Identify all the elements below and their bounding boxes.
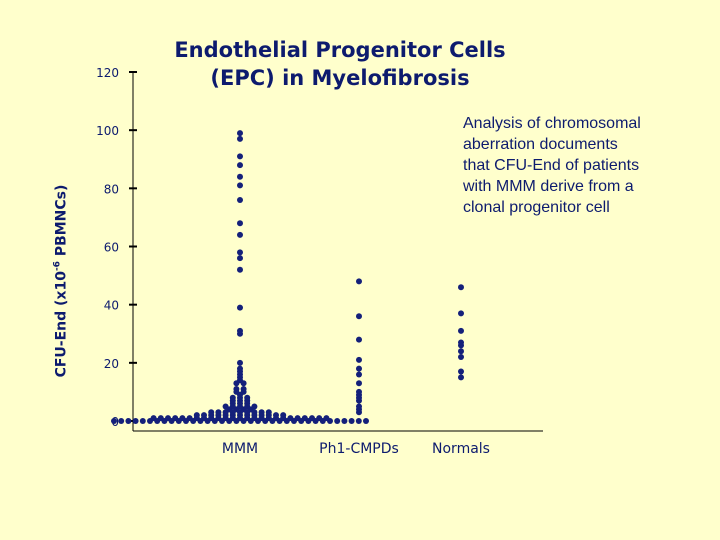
data-point bbox=[356, 336, 362, 343]
data-point bbox=[280, 412, 287, 419]
data-point bbox=[237, 162, 243, 169]
data-point bbox=[458, 368, 464, 375]
data-point bbox=[179, 415, 186, 422]
data-point bbox=[356, 380, 362, 387]
data-point bbox=[265, 409, 272, 416]
data-point bbox=[237, 231, 243, 238]
data-point bbox=[244, 394, 251, 401]
data-point bbox=[334, 418, 341, 424]
data-point bbox=[309, 415, 315, 422]
data-point bbox=[237, 365, 243, 372]
data-point bbox=[132, 418, 139, 424]
data-point bbox=[363, 418, 369, 424]
data-point bbox=[251, 403, 258, 410]
data-point bbox=[237, 182, 243, 189]
y-tick-label: 40 bbox=[104, 299, 119, 313]
data-point bbox=[323, 415, 330, 422]
data-point bbox=[458, 339, 464, 346]
data-point bbox=[208, 409, 215, 416]
data-point bbox=[237, 196, 243, 203]
data-point bbox=[287, 415, 294, 422]
chart-title-line-1: Endothelial Progenitor Cells bbox=[174, 38, 506, 62]
data-point bbox=[237, 153, 243, 160]
data-point bbox=[237, 359, 243, 366]
y-tick-label: 120 bbox=[96, 66, 119, 80]
data-point bbox=[458, 310, 464, 317]
data-point bbox=[356, 403, 362, 410]
data-point bbox=[165, 415, 171, 422]
data-point bbox=[237, 327, 243, 334]
data-point bbox=[356, 365, 362, 372]
y-tick-label: 60 bbox=[104, 241, 119, 255]
data-point bbox=[150, 415, 157, 422]
data-point bbox=[193, 412, 200, 419]
x-category-label: MMM bbox=[222, 441, 258, 457]
data-point bbox=[316, 415, 323, 422]
x-category-label: Ph1-CMPDs bbox=[319, 441, 399, 457]
data-point bbox=[172, 415, 179, 422]
data-point bbox=[237, 130, 243, 137]
data-point bbox=[229, 394, 236, 401]
data-point bbox=[237, 249, 243, 256]
annotation-line: with MMM derive from a bbox=[463, 178, 634, 195]
data-point bbox=[233, 386, 240, 393]
annotation-line: Analysis of chromosomal bbox=[463, 115, 641, 132]
data-point bbox=[273, 412, 279, 419]
annotation-line: clonal progenitor cell bbox=[463, 199, 610, 216]
data-point bbox=[355, 418, 362, 424]
chart-title-line-2: (EPC) in Myelofibrosis bbox=[210, 66, 470, 90]
data-point bbox=[356, 313, 362, 320]
data-point bbox=[348, 418, 355, 424]
data-point bbox=[294, 415, 301, 422]
data-point bbox=[458, 354, 464, 361]
data-point bbox=[139, 418, 146, 424]
data-point bbox=[341, 418, 348, 424]
data-point bbox=[222, 403, 229, 410]
annotation-line: aberration documents bbox=[463, 136, 618, 153]
data-point bbox=[458, 284, 464, 291]
data-point bbox=[356, 278, 362, 285]
data-point bbox=[125, 418, 132, 424]
data-point bbox=[356, 356, 362, 363]
data-point bbox=[237, 135, 243, 142]
annotation-text: Analysis of chromosomal aberration docum… bbox=[463, 113, 713, 218]
x-category-label: Normals bbox=[432, 441, 490, 457]
data-point bbox=[258, 409, 265, 416]
data-point bbox=[237, 255, 243, 262]
data-point bbox=[215, 409, 222, 416]
data-point bbox=[237, 173, 243, 180]
data-point bbox=[237, 304, 243, 311]
data-point bbox=[157, 415, 164, 422]
chart-title: Endothelial Progenitor Cells (EPC) in My… bbox=[150, 36, 530, 92]
data-point bbox=[201, 412, 207, 419]
data-point bbox=[237, 220, 243, 227]
data-point bbox=[111, 418, 117, 424]
data-point bbox=[458, 327, 464, 334]
data-point bbox=[356, 371, 362, 378]
data-point bbox=[118, 418, 125, 424]
data-point bbox=[458, 374, 464, 381]
data-point bbox=[240, 386, 247, 393]
data-point bbox=[301, 415, 308, 422]
annotation-line: that CFU-End of patients bbox=[463, 157, 640, 174]
data-point bbox=[186, 415, 193, 422]
data-point bbox=[356, 388, 362, 395]
y-tick-label: 20 bbox=[104, 357, 119, 371]
y-tick-label: 100 bbox=[96, 124, 119, 138]
data-point bbox=[237, 266, 243, 273]
y-tick-label: 80 bbox=[104, 182, 119, 196]
data-point bbox=[458, 348, 464, 355]
